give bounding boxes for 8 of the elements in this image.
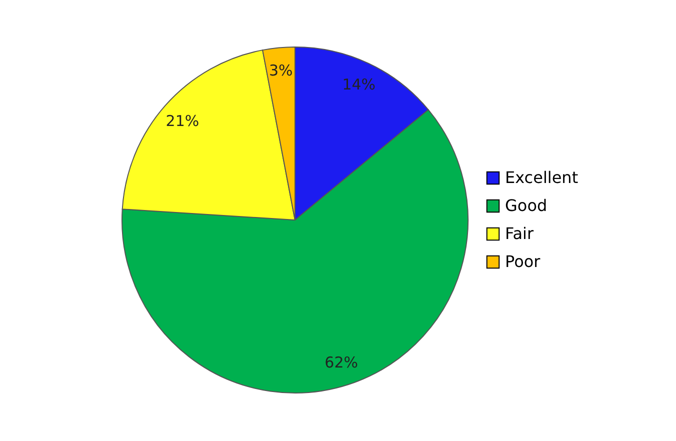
data-label: 3% bbox=[268, 62, 293, 80]
legend-label: Fair bbox=[505, 224, 534, 243]
legend-label: Good bbox=[505, 196, 548, 215]
data-label: 14% bbox=[342, 75, 376, 94]
legend-label: Excellent bbox=[505, 168, 578, 187]
data-label: 21% bbox=[166, 112, 200, 130]
legend-label: Poor bbox=[505, 252, 541, 271]
data-label: 62% bbox=[324, 354, 358, 372]
